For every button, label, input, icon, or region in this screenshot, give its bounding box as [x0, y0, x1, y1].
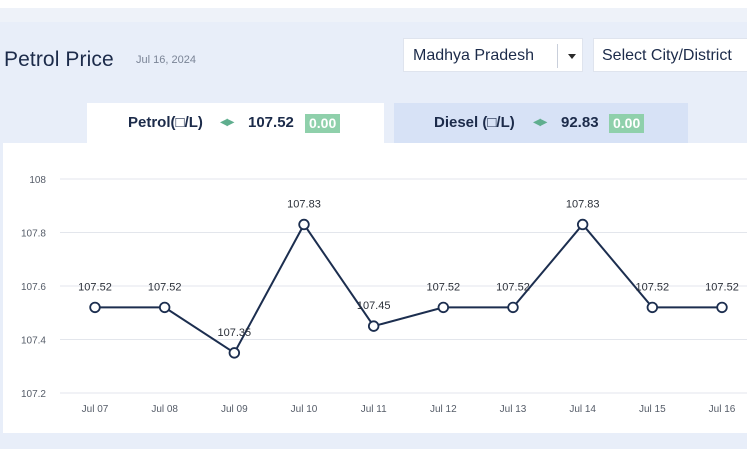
data-label: 107.52 [496, 281, 530, 293]
x-tick-label: Jul 16 [709, 404, 736, 415]
data-label: 107.83 [566, 198, 600, 210]
tab-petrol-change-badge: 0.00 [305, 114, 341, 133]
x-tick-label: Jul 15 [639, 404, 666, 415]
tab-diesel-change-badge: 0.00 [609, 114, 645, 133]
left-right-arrows-icon: ◀▶ [533, 117, 547, 128]
data-label: 107.52 [705, 281, 739, 293]
data-label: 107.52 [636, 281, 670, 293]
x-tick-label: Jul 07 [82, 404, 109, 415]
y-tick-label: 107.2 [21, 389, 46, 400]
tab-diesel-price: 92.83 [561, 114, 599, 131]
tab-diesel-label: Diesel (□/L) [434, 114, 515, 131]
tab-petrol-label: Petrol(□/L) [128, 114, 203, 131]
state-select[interactable]: Madhya Pradesh [403, 38, 583, 72]
data-point [158, 301, 171, 314]
y-tick-label: 108 [29, 175, 46, 186]
chart-card: 108 107.8 107.6 107.4 107.2 Jul 07 Jul 08 Jul 0… [3, 143, 747, 433]
state-select-value: Madhya Pradesh [413, 47, 534, 64]
data-point [716, 301, 728, 314]
select-divider [557, 44, 558, 68]
x-tick-label: Jul 09 [221, 404, 248, 415]
data-label: 107.45 [357, 300, 391, 312]
tab-diesel[interactable]: Diesel (□/L) ◀▶ 92.83 0.00 [394, 103, 688, 143]
data-point [367, 320, 380, 332]
y-tick-label: 107.6 [21, 282, 46, 293]
x-tick-label: Jul 13 [500, 404, 527, 415]
data-point [228, 347, 241, 359]
x-tick-label: Jul 14 [569, 404, 596, 415]
data-label: 107.52 [148, 281, 182, 293]
data-point [576, 218, 589, 231]
series-line [95, 222, 722, 355]
data-label: 107.35 [218, 327, 252, 339]
city-select[interactable]: Select City/District [593, 38, 747, 72]
city-select-value: Select City/District [602, 47, 732, 64]
x-tick-label: Jul 12 [430, 404, 457, 415]
page-title: Petrol Price [4, 48, 114, 71]
price-date: Jul 16, 2024 [136, 54, 196, 66]
tab-petrol[interactable]: Petrol(□/L) ◀▶ 107.52 0.00 [87, 103, 384, 143]
left-right-arrows-icon: ◀▶ [220, 117, 234, 128]
x-tick-label: Jul 08 [151, 404, 178, 415]
data-label: 107.52 [427, 281, 461, 293]
data-point [89, 301, 101, 314]
top-strip [0, 0, 747, 8]
data-point [507, 301, 519, 314]
data-point [298, 218, 310, 231]
x-tick-label: Jul 11 [361, 404, 387, 415]
chevron-down-icon[interactable] [568, 54, 576, 59]
price-line-chart: 108 107.8 107.6 107.4 107.2 Jul 07 Jul 08 Jul 0… [21, 175, 747, 415]
tab-petrol-price: 107.52 [248, 114, 294, 131]
x-tick-label: Jul 10 [291, 404, 318, 415]
data-label: 107.52 [78, 281, 112, 293]
data-point [646, 301, 659, 314]
data-point [437, 301, 450, 314]
y-tick-label: 107.8 [21, 229, 46, 240]
y-tick-label: 107.4 [21, 336, 46, 347]
data-label: 107.83 [287, 198, 321, 210]
